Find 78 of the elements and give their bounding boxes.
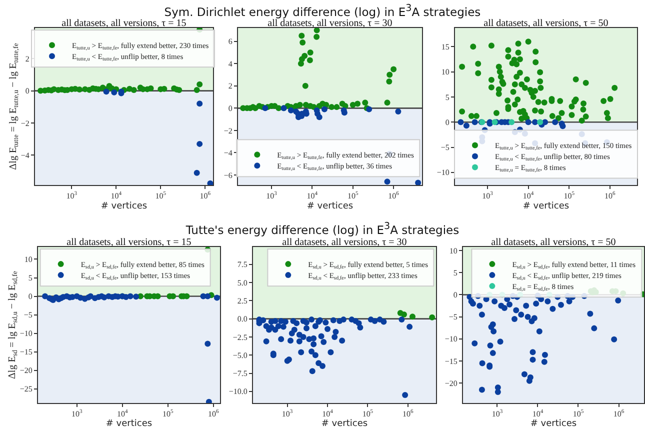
y-tick-label: −5 bbox=[440, 143, 450, 152]
chart-title: all datasets, all versions, τ = 15 bbox=[66, 237, 192, 248]
y-tick-label: 0 bbox=[445, 118, 450, 127]
x-tick-label: 10$^{5}$ bbox=[347, 191, 358, 201]
chart-title: all datasets, all versions, τ = 15 bbox=[62, 18, 186, 29]
y-tick-label: −20 bbox=[444, 378, 458, 388]
y-tick-label: 10 bbox=[441, 68, 450, 77]
y-tick-label: 4 bbox=[228, 59, 232, 68]
y-tick-label: −5.0 bbox=[232, 350, 248, 360]
y-tick-label: −10 bbox=[444, 334, 458, 344]
text: Sym. Dirichlet energy difference (log) in E$^{3}$A strategies bbox=[163, 2, 482, 19]
x-tick-label: 10$^{3}$ bbox=[282, 409, 293, 419]
x-tick-label: 10$^{3}$ bbox=[66, 191, 78, 201]
y-tick-label: 0 bbox=[28, 292, 32, 302]
y-tick-label: 5.0 bbox=[237, 278, 248, 288]
x-tick-label: 10$^{6}$ bbox=[604, 191, 616, 201]
chart-title: all datasets, all versions, τ = 30 bbox=[268, 18, 392, 29]
y-tick-label: 5 bbox=[445, 92, 450, 102]
y-tick-label: −15 bbox=[444, 356, 458, 366]
y-tick-label: −5 bbox=[24, 310, 32, 320]
y-tick-label: −2 bbox=[20, 118, 30, 128]
x-tick-label: 10$^{5}$ bbox=[162, 409, 174, 419]
x-tick-label: 10$^{4}$ bbox=[306, 191, 318, 201]
x-axis-title: # vertices bbox=[106, 419, 152, 429]
x-tick-label: 10$^{5}$ bbox=[155, 191, 166, 201]
y-tick-label: −4 bbox=[224, 148, 232, 158]
text: Tutte's energy difference (log) in E$^{3}$A strategies bbox=[184, 220, 460, 238]
x-axis-title: # vertices bbox=[530, 419, 577, 429]
y-tick-label: −10.0 bbox=[228, 387, 248, 396]
y-tick-label: 10 bbox=[449, 246, 458, 256]
x-tick-label: 10$^{3}$ bbox=[266, 191, 278, 201]
x-tick-label: 10$^{4}$ bbox=[116, 409, 128, 419]
x-tick-label: 10$^{4}$ bbox=[532, 409, 544, 419]
x-tick-label: 10$^{6}$ bbox=[388, 191, 400, 201]
y-tick-label: 6 bbox=[228, 37, 232, 46]
x-tick-label: 10$^{5}$ bbox=[564, 191, 575, 201]
x-tick-label: 10$^{6}$ bbox=[613, 409, 624, 419]
y-tick-label: 2.5 bbox=[237, 296, 248, 306]
y-tick-label: −25 bbox=[20, 384, 32, 394]
y-tick-label: 7.5 bbox=[237, 260, 248, 270]
y-tick-label: 15 bbox=[441, 42, 450, 52]
x-tick-label: 10$^{5}$ bbox=[362, 409, 374, 419]
x-tick-label: 10$^{3}$ bbox=[492, 409, 503, 419]
y-tick-label: 10 bbox=[24, 255, 32, 264]
y-tick-label: −7.5 bbox=[232, 369, 248, 378]
y-tick-label: 5 bbox=[453, 268, 458, 278]
y-tick-label: −10 bbox=[436, 168, 450, 178]
y-tick-label: −4 bbox=[20, 151, 30, 160]
y-tick-label: −15 bbox=[20, 348, 32, 357]
y-tick-label: 0.0 bbox=[237, 314, 248, 324]
y-tick-label: 2 bbox=[25, 54, 30, 64]
x-tick-label: 10$^{5}$ bbox=[572, 409, 584, 419]
y-tick-label: −2.5 bbox=[232, 332, 248, 342]
x-axis-title: # vertices bbox=[321, 419, 368, 429]
chart-title: all datasets, all versions, τ = 50 bbox=[484, 18, 608, 29]
y-tick-label: −2 bbox=[224, 126, 232, 136]
x-tick-label: 10$^{6}$ bbox=[208, 409, 219, 419]
x-tick-label: 10$^{3}$ bbox=[71, 409, 82, 419]
y-tick-label: −5 bbox=[448, 312, 458, 322]
y-tick-label: 0 bbox=[228, 104, 232, 113]
x-tick-label: 10$^{3}$ bbox=[482, 191, 494, 201]
y-tick-label: −20 bbox=[20, 366, 32, 376]
x-axis-title: # vertices bbox=[306, 201, 354, 212]
chart-title: all datasets, all versions, τ = 50 bbox=[491, 237, 616, 248]
chart-title: all datasets, all versions, τ = 30 bbox=[282, 237, 407, 248]
x-tick-label: 10$^{6}$ bbox=[402, 409, 414, 419]
x-tick-label: 10$^{6}$ bbox=[200, 191, 211, 201]
x-axis-title: # vertices bbox=[522, 201, 570, 212]
y-tick-label: −6 bbox=[224, 170, 232, 180]
y-tick-label: −10 bbox=[20, 329, 32, 338]
x-axis-title: # vertices bbox=[100, 201, 148, 212]
x-tick-label: 10$^{4}$ bbox=[322, 409, 334, 419]
y-tick-label: 5 bbox=[28, 274, 32, 283]
y-tick-label: 0 bbox=[25, 86, 30, 96]
y-tick-label: 2 bbox=[228, 82, 232, 91]
x-tick-label: 10$^{4}$ bbox=[522, 191, 534, 201]
y-tick-label: 0 bbox=[453, 290, 458, 300]
x-tick-label: 10$^{4}$ bbox=[110, 191, 122, 201]
